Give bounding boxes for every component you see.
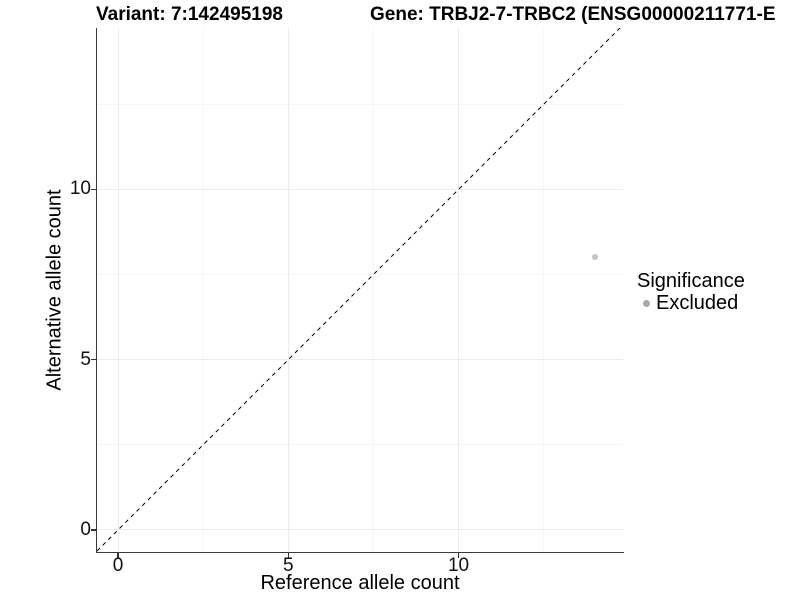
x-tick-label: 10 bbox=[447, 555, 470, 576]
y-tick-mark bbox=[91, 358, 96, 361]
x-tick-mark bbox=[457, 553, 460, 558]
y-axis-title: Alternative allele count bbox=[43, 189, 66, 391]
legend: Significance Excluded bbox=[637, 270, 745, 314]
x-tick-mark bbox=[287, 553, 290, 558]
y-axis-line bbox=[95, 28, 97, 553]
plot-panel bbox=[97, 28, 623, 552]
x-axis-line bbox=[95, 551, 624, 553]
legend-marker-icon bbox=[643, 299, 650, 307]
legend-title: Significance bbox=[637, 270, 745, 292]
y-tick-label: 10 bbox=[69, 178, 91, 200]
y-tick-label: 5 bbox=[80, 348, 91, 370]
y-gridline-minor bbox=[97, 444, 623, 446]
data-point bbox=[591, 254, 598, 261]
y-gridline-minor bbox=[97, 103, 623, 105]
x-axis-title: Reference allele count bbox=[260, 572, 460, 594]
identity-line-layer bbox=[97, 28, 621, 552]
y-tick-label: 0 bbox=[80, 518, 91, 540]
y-gridline-major bbox=[97, 188, 623, 190]
x-gridline-minor bbox=[372, 28, 374, 552]
variant-title: Variant: 7:142495198 bbox=[96, 4, 283, 25]
legend-item-label: Excluded bbox=[656, 292, 739, 314]
gene-title: Gene: TRBJ2-7-TRBC2 (ENSG00000211771-E bbox=[370, 4, 776, 25]
identity-line bbox=[97, 28, 621, 552]
y-gridline-minor bbox=[97, 274, 623, 275]
x-tick-mark bbox=[117, 553, 119, 558]
legend-item-excluded: Excluded bbox=[637, 292, 745, 314]
y-tick-mark bbox=[91, 529, 96, 531]
x-gridline-major bbox=[287, 28, 289, 552]
x-gridline-minor bbox=[543, 28, 545, 552]
x-gridline-major bbox=[117, 28, 119, 552]
x-tick-label: 5 bbox=[283, 555, 294, 576]
x-gridline-major bbox=[458, 28, 460, 552]
x-gridline-minor bbox=[202, 28, 204, 552]
y-gridline-major bbox=[97, 529, 623, 531]
x-tick-label: 0 bbox=[112, 555, 124, 576]
y-tick-mark bbox=[91, 188, 96, 191]
y-gridline-major bbox=[97, 359, 623, 361]
